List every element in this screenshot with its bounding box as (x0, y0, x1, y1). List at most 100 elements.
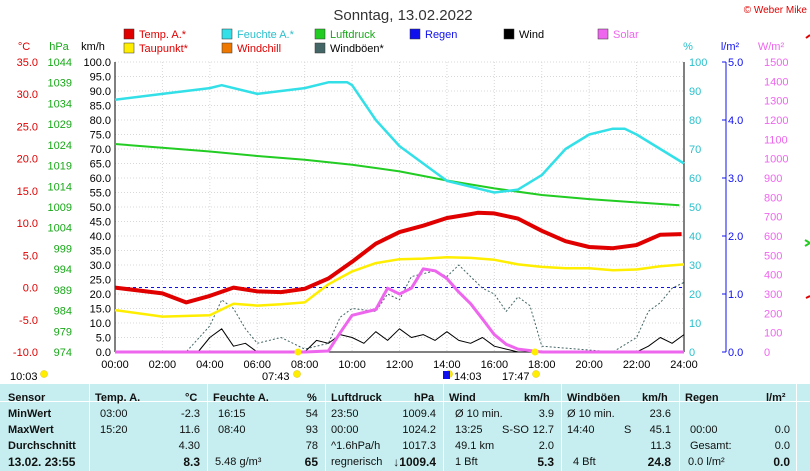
header-gust-unit: km/h (642, 392, 668, 404)
humidity-tick-label: 90 (689, 86, 701, 98)
time-tick-label: 20:00 (575, 359, 603, 371)
rain-value: 0.0 (774, 440, 790, 452)
solar-tick-label: 800 (764, 192, 782, 204)
solar-tick-label: 500 (764, 250, 782, 262)
solar-noon-icon (443, 371, 450, 379)
current-label: 13.02. 23:55 (8, 455, 76, 469)
pressure-time: ^1.6hPa/h (331, 440, 381, 452)
humidity-tick-label: 50 (689, 202, 701, 214)
legend-label: Feuchte A.* (237, 29, 295, 41)
rain-tick-label: 5.0 (728, 57, 743, 69)
wind-tick-label: 90.0 (90, 86, 111, 98)
wind-value: 12.7 (532, 424, 554, 436)
humidity-time: 08:40 (218, 424, 246, 436)
time-tick-label: 14:00 (433, 359, 461, 371)
gust-value: 23.6 (649, 408, 671, 420)
temp-tick-label: 5.0 (23, 250, 38, 262)
time-tick-label: 18:00 (528, 359, 556, 371)
current-pressure: ↓1009.4 (393, 455, 436, 469)
pressure-tick-label: 1019 (48, 161, 72, 173)
solar-tick-label: 0 (764, 347, 770, 359)
wind-tick-label: 25.0 (90, 275, 111, 287)
wind-tick-label: 5.0 (96, 333, 111, 345)
gust-direction: S (624, 424, 632, 436)
wind-direction: S-SO (502, 424, 529, 436)
humidity-value: 54 (305, 408, 318, 420)
solar-tick-label: 900 (764, 173, 782, 185)
header-rain: Regen (685, 392, 719, 404)
sun-time-label: 10:03 (10, 371, 38, 383)
humidity-value: 78 (305, 440, 318, 452)
series-temp-a (114, 210, 682, 305)
humidity-tick-label: 10 (689, 318, 701, 330)
chart-title: Sonntag, 13.02.2022 (333, 7, 472, 24)
legend: Temp. A.* Feuchte A.* Luftdruck Regen Wind So… (123, 28, 639, 55)
temp-tick-label: 0.0 (23, 283, 38, 295)
header-wind: Wind (449, 392, 476, 404)
wind-unit: km/h (81, 41, 105, 53)
humidity-tick-label: 0 (689, 347, 695, 359)
rain-tick-label: 3.0 (728, 173, 743, 185)
header-pressure: Luftdruck (331, 392, 382, 404)
wind-value: 2.0 (538, 440, 554, 452)
time-tick-label: 02:00 (149, 359, 177, 371)
solar-tick-label: 1000 (764, 154, 788, 166)
current-wind-bft: 1 Bft (455, 456, 478, 468)
time-tick-label: 16:00 (481, 359, 509, 371)
humidity-tick-label: 30 (689, 260, 701, 272)
axis-ticks: 100.095.090.085.080.075.070.065.060.055.… (13, 57, 789, 371)
pressure-tick-label: 1034 (48, 98, 72, 110)
temp-time: 15:20 (100, 424, 128, 436)
wind-tick-label: 35.0 (90, 246, 111, 258)
plot-grid (114, 61, 727, 353)
solar-tick-label: 300 (764, 289, 782, 301)
current-abs-humidity: 5.48 g/m³ (215, 456, 262, 468)
row-label: Durchschnitt (8, 440, 76, 452)
temp-tick-label: 10.0 (17, 218, 38, 230)
legend-label: Luftdruck (330, 29, 376, 41)
header-rain-unit: l/m² (766, 392, 786, 404)
pressure-time: 00:00 (331, 424, 359, 436)
legend-swatch (123, 28, 135, 40)
legend-swatch (409, 28, 421, 40)
wind-info: 49.1 km (455, 440, 495, 452)
wind-tick-label: 45.0 (90, 217, 111, 229)
rain-value: 0.0 (774, 424, 790, 436)
legend-label: Temp. A.* (139, 29, 187, 41)
legend-label: Solar (613, 29, 639, 41)
wind-tick-label: 75.0 (90, 130, 111, 142)
series-feuchte-a (114, 81, 685, 194)
sun-icon (532, 370, 540, 378)
solar-tick-label: 400 (764, 270, 782, 282)
pressure-tick-label: 1039 (48, 78, 72, 90)
sun-icon (40, 370, 48, 378)
wind-tick-label: 95.0 (90, 72, 111, 84)
current-rain-extra: 0.0 l/m² (688, 456, 725, 468)
pressure-tick-label: 1029 (48, 119, 72, 131)
temp-time: 03:00 (100, 408, 128, 420)
rain-info: 00:00 (690, 424, 718, 436)
legend-label: Wind (519, 29, 544, 41)
wind-tick-label: 55.0 (90, 188, 111, 200)
rain-info: Gesamt: (690, 440, 732, 452)
solar-tick-label: 1200 (764, 115, 788, 127)
pressure-tick-label: 979 (54, 326, 72, 338)
gust-value: 11.3 (650, 440, 671, 452)
wind-tick-label: 15.0 (90, 304, 111, 316)
current-humidity: 65 (304, 455, 318, 469)
current-gust: 24.8 (647, 455, 671, 469)
time-tick-label: 22:00 (623, 359, 651, 371)
wind-tick-label: 80.0 (90, 115, 111, 127)
header-humidity: Feuchte A. (213, 392, 269, 404)
header-humidity-unit: % (307, 392, 317, 404)
wind-tick-label: 70.0 (90, 144, 111, 156)
time-tick-label: 06:00 (243, 359, 271, 371)
rain-tick-label: 1.0 (728, 289, 743, 301)
temp-tick-label: 20.0 (17, 154, 38, 166)
stats-table: Sensor Temp. A. °C Feuchte A. % Luftdruc… (0, 384, 810, 471)
sun-time-label: 17:47 (502, 371, 530, 383)
weather-chart: Sonntag, 13.02.2022 © Weber Mike Temp. A… (10, 5, 810, 383)
time-tick-label: 08:00 (291, 359, 319, 371)
solar-tick-label: 600 (764, 231, 782, 243)
solar-tick-label: 1300 (764, 96, 788, 108)
